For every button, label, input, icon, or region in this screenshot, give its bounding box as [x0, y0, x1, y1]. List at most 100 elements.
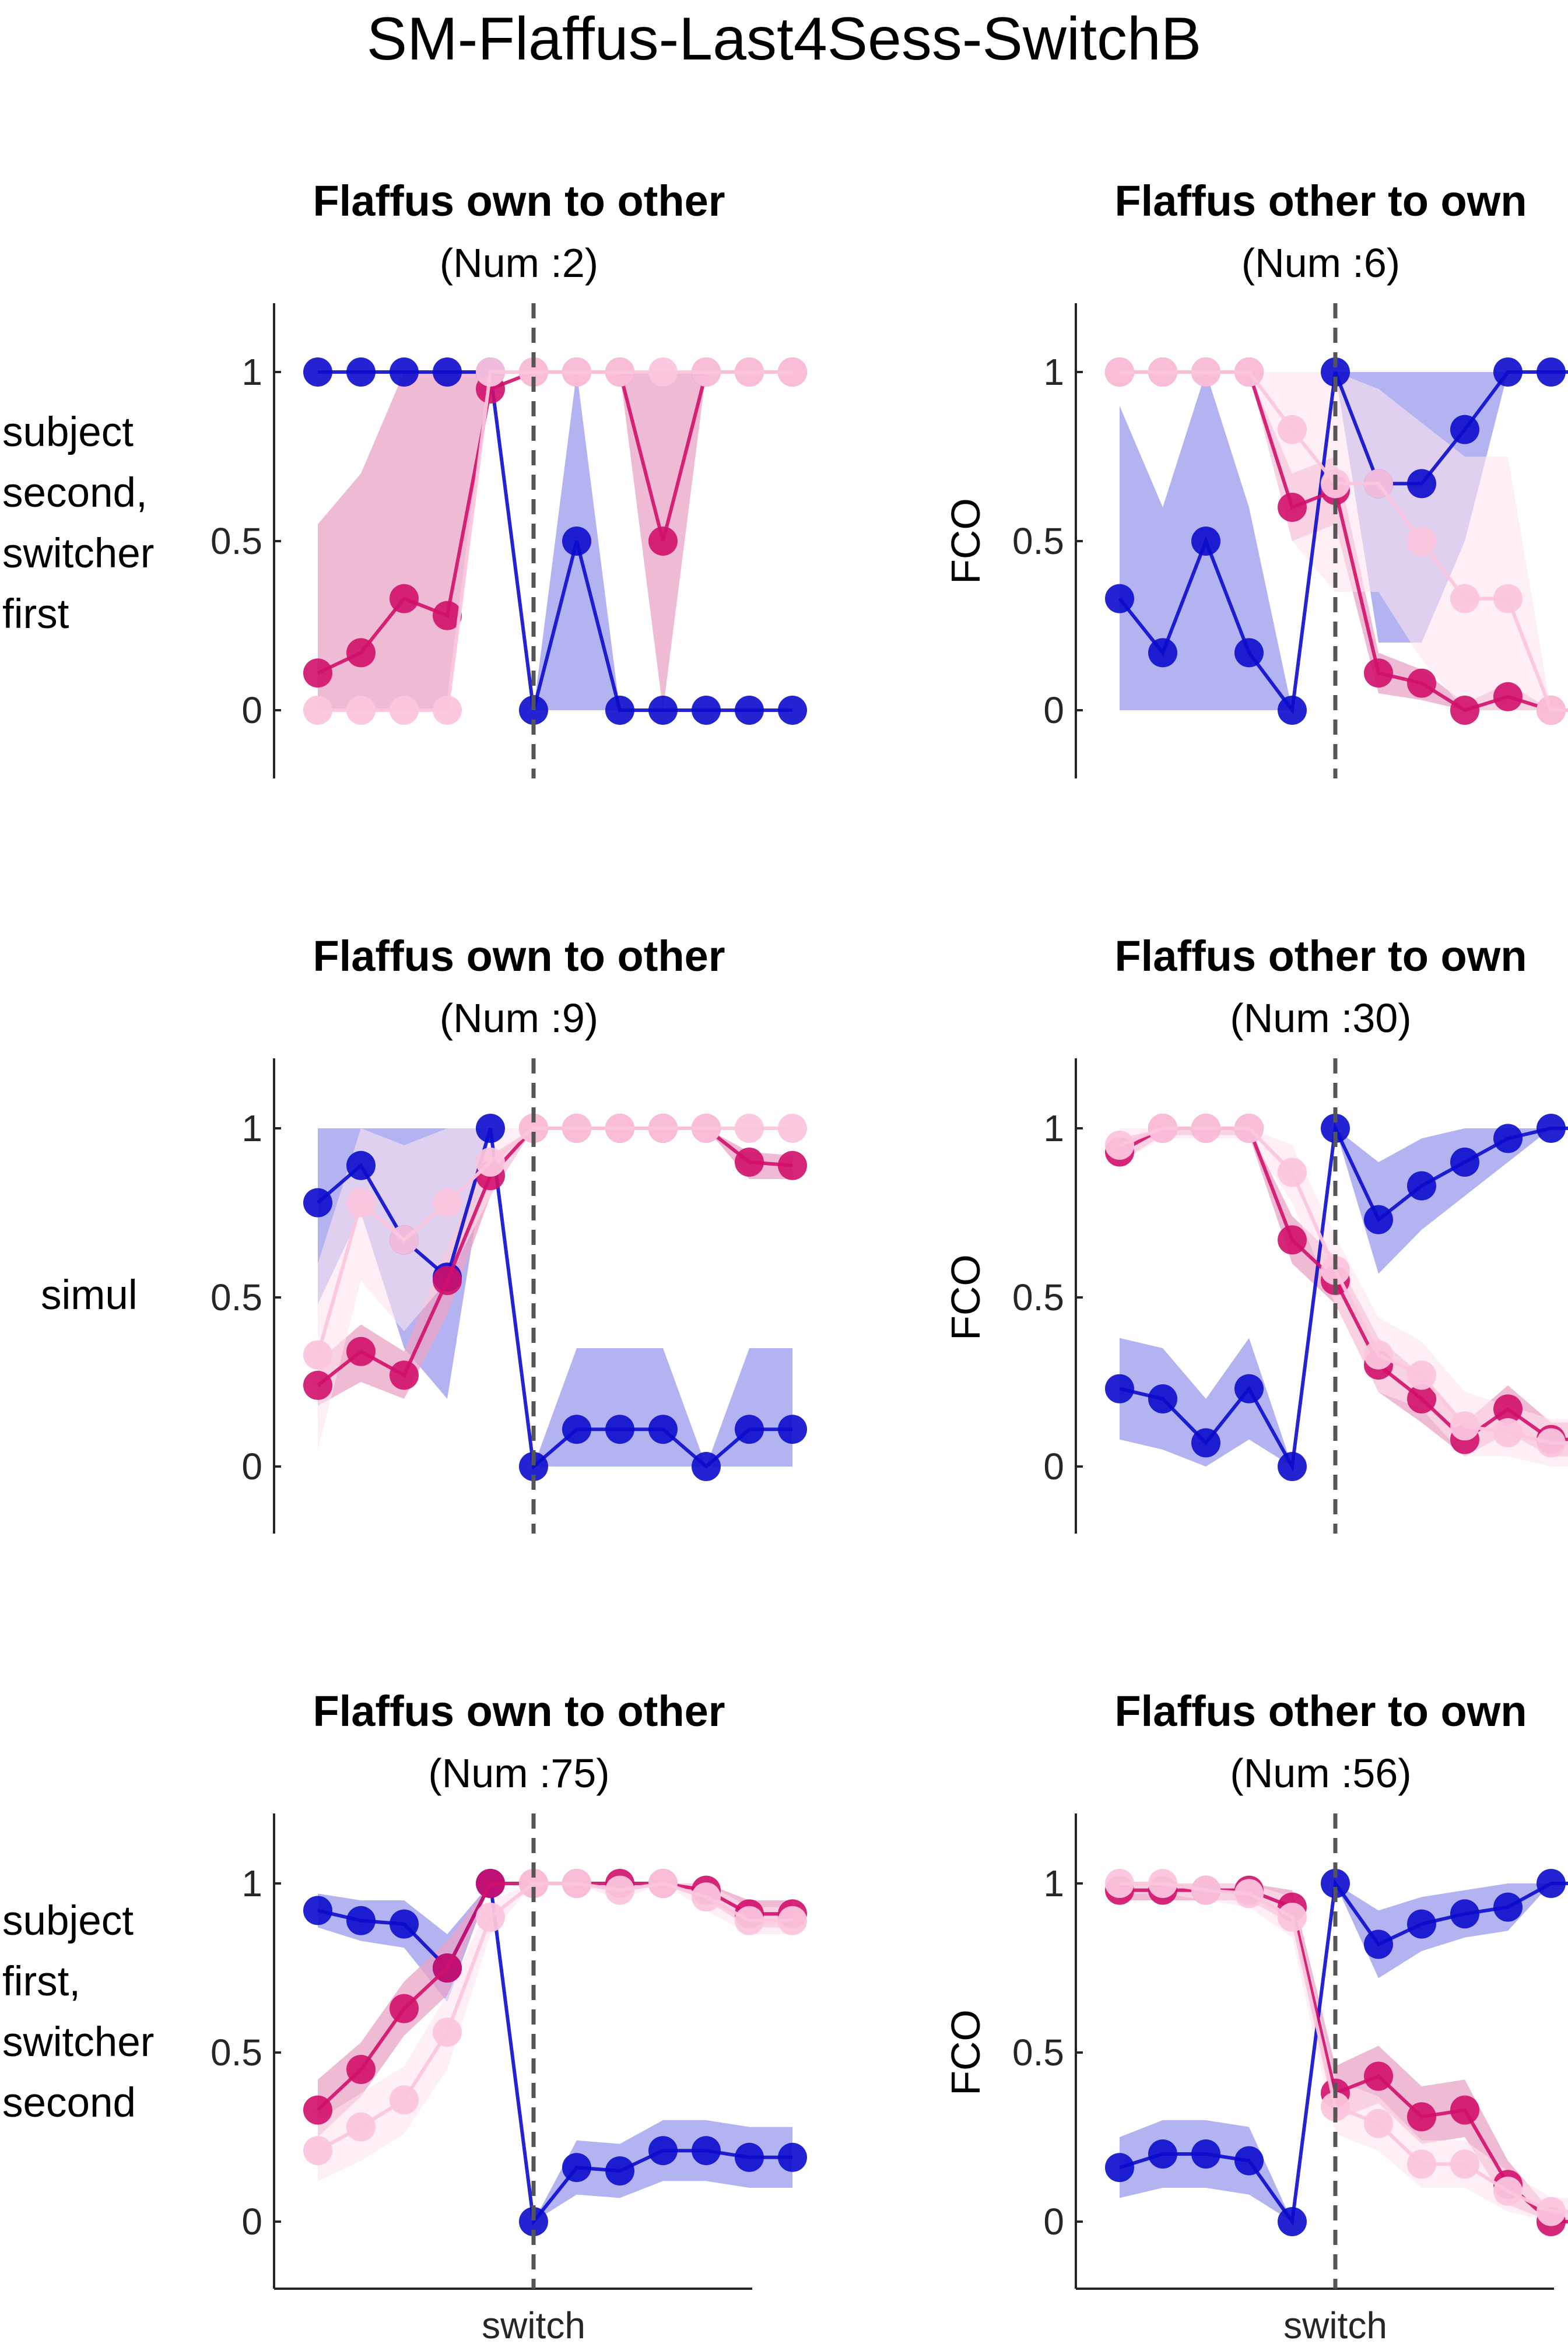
data-point-magenta [390, 584, 419, 613]
data-point-blue [562, 527, 591, 556]
data-point-blue [1278, 1452, 1307, 1481]
data-point-pink [1364, 469, 1393, 499]
data-point-pink [1450, 584, 1479, 613]
data-point-blue [1364, 1205, 1393, 1234]
data-point-magenta [433, 1953, 462, 1983]
y-tick-label: 1 [241, 1107, 262, 1149]
data-point-magenta [433, 1266, 462, 1295]
data-point-pink [303, 2136, 332, 2166]
data-point-blue [605, 696, 634, 725]
chart-panel-5: 0 0.5 1 Flaffus own to other (Num :75) switch [211, 1687, 807, 2346]
data-point-pink [605, 357, 634, 387]
data-point-blue [1191, 1428, 1220, 1458]
data-point-blue [1278, 696, 1307, 725]
data-point-pink [1364, 1340, 1393, 1370]
y-tick-label: 0.5 [211, 1276, 262, 1318]
data-point-pink [1234, 1879, 1264, 1909]
data-point-pink [1105, 1131, 1134, 1160]
chart-panel-6: 0 0.5 1 Flaffus other to own (Num :56) FCO swi… [943, 1687, 1568, 2346]
data-point-pink [562, 1869, 591, 1898]
data-point-blue [778, 696, 807, 725]
data-point-blue [692, 2136, 721, 2166]
data-point-blue [1450, 1899, 1479, 1929]
data-point-blue [346, 1150, 376, 1180]
error-band-blue [318, 372, 792, 710]
y-tick-label: 1 [1043, 351, 1064, 393]
data-point-blue [562, 1415, 591, 1444]
data-point-pink [778, 1114, 807, 1143]
data-point-blue [1148, 1384, 1177, 1413]
data-point-pink [346, 696, 376, 725]
data-point-pink [562, 1114, 591, 1143]
data-point-pink [1191, 1875, 1220, 1905]
data-point-pink [476, 1148, 505, 1177]
data-point-pink [390, 2085, 419, 2115]
data-point-pink [1105, 1869, 1134, 1898]
data-point-pink [1493, 1418, 1523, 1447]
data-point-pink [476, 1903, 505, 1932]
data-point-blue [1364, 1929, 1393, 1959]
y-tick-label: 1 [1043, 1862, 1064, 1904]
y-tick-label: 1 [241, 1862, 262, 1904]
data-point-magenta [1407, 1384, 1436, 1413]
data-point-pink [1537, 1428, 1566, 1458]
data-point-blue [303, 1896, 332, 1925]
data-point-pink [1191, 1114, 1220, 1143]
data-point-blue [648, 1415, 678, 1444]
data-point-magenta [1278, 493, 1307, 522]
data-point-pink [605, 1875, 634, 1905]
data-point-blue [1148, 2139, 1177, 2169]
y-tick-label: 1 [1043, 1107, 1064, 1149]
data-point-pink [1148, 1869, 1177, 1898]
data-point-pink [735, 1114, 764, 1143]
data-point-blue [605, 2156, 634, 2185]
data-point-blue [1493, 357, 1523, 387]
figure-title: SM-Flaffus-Last4Sess-SwitchB [366, 5, 1202, 73]
data-point-pink [1364, 2109, 1393, 2138]
row-label-1-line-4: first [2, 591, 69, 637]
chart-title: Flaffus other to own [1114, 177, 1527, 225]
data-point-blue [778, 2142, 807, 2172]
data-point-magenta [1450, 696, 1479, 725]
data-point-pink [1450, 1411, 1479, 1441]
data-point-magenta [1407, 668, 1436, 698]
data-point-pink [648, 1869, 678, 1898]
data-point-pink [605, 1114, 634, 1143]
data-point-magenta [390, 1360, 419, 1390]
row-label-3-line-4: second [2, 2080, 136, 2126]
data-point-pink [433, 696, 462, 725]
data-point-blue [346, 1906, 376, 1935]
data-point-magenta [476, 1869, 505, 1898]
data-point-pink [476, 357, 505, 387]
data-point-pink [648, 357, 678, 387]
y-tick-label: 0.5 [211, 2032, 262, 2074]
data-point-blue [1493, 1892, 1523, 1922]
y-tick-label: 0.5 [211, 520, 262, 562]
data-point-blue [735, 2142, 764, 2172]
data-point-blue [1537, 357, 1566, 387]
error-band-magenta [1120, 1883, 1568, 2222]
data-point-blue [476, 1114, 505, 1143]
y-axis-label: FCO [943, 1254, 988, 1341]
y-tick-label: 0.5 [1012, 520, 1064, 562]
data-point-pink [1148, 357, 1177, 387]
data-point-blue [778, 1415, 807, 1444]
data-point-blue [390, 1909, 419, 1939]
chart-subtitle: (Num :56) [1230, 1750, 1411, 1796]
chart-subtitle: (Num :9) [440, 995, 598, 1041]
error-band-pink [1120, 1883, 1568, 2222]
data-point-blue [433, 357, 462, 387]
row-label-1-line-3: switcher [2, 531, 155, 577]
chart-panel-2: 0 0.5 1 Flaffus other to own (Num :6) FCO [943, 177, 1568, 778]
y-tick-label: 0 [1043, 1446, 1064, 1488]
data-point-blue [1450, 415, 1479, 444]
data-point-blue [1105, 1374, 1134, 1404]
data-point-magenta [778, 1150, 807, 1180]
data-point-blue [1321, 357, 1350, 387]
row-label-1-line-1: subject [2, 409, 134, 455]
data-point-pink [303, 696, 332, 725]
data-point-blue [735, 696, 764, 725]
chart-subtitle: (Num :6) [1241, 240, 1400, 286]
data-point-blue [1493, 1124, 1523, 1153]
